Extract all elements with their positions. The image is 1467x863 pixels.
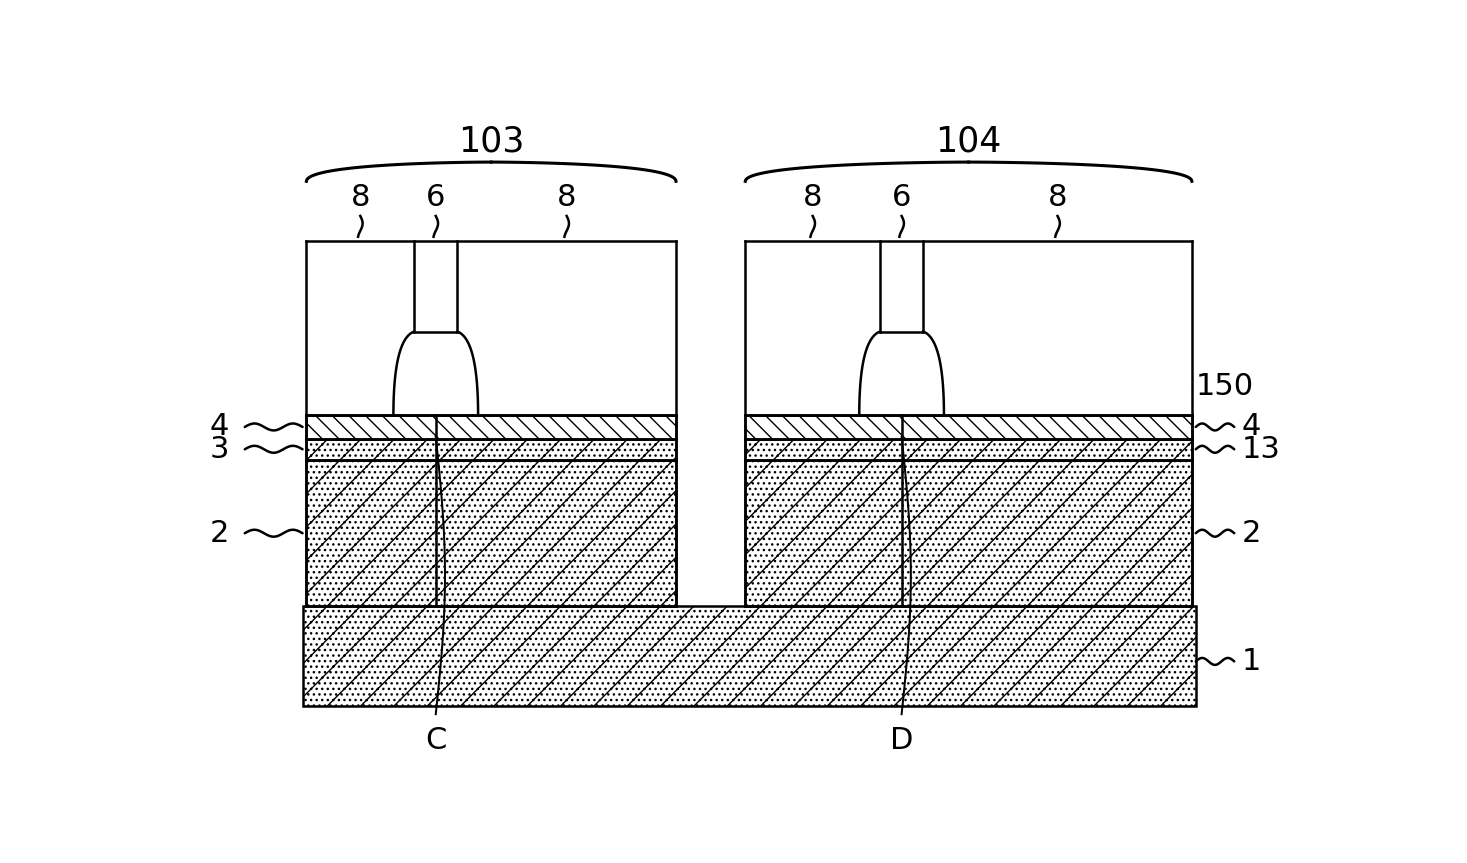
Text: 2: 2 (1243, 519, 1262, 548)
Text: 1: 1 (1243, 647, 1262, 676)
Text: 8: 8 (1047, 183, 1068, 212)
Bar (745, 438, 1191, 460)
Polygon shape (393, 241, 478, 415)
Text: 8: 8 (802, 183, 823, 212)
Text: 6: 6 (425, 183, 446, 212)
Polygon shape (307, 241, 414, 415)
Text: 13: 13 (1243, 435, 1281, 463)
Polygon shape (458, 241, 676, 415)
Text: D: D (890, 726, 914, 755)
Text: 6: 6 (892, 183, 911, 212)
Text: 8: 8 (557, 183, 577, 212)
Text: 3: 3 (210, 435, 229, 463)
Text: 104: 104 (936, 124, 1002, 158)
Bar (745, 460, 1191, 607)
Text: 4: 4 (210, 413, 229, 442)
Text: 103: 103 (458, 124, 524, 158)
Text: C: C (425, 726, 446, 755)
Text: 2: 2 (210, 519, 229, 548)
Polygon shape (745, 241, 880, 415)
Polygon shape (860, 241, 943, 415)
Text: 8: 8 (351, 183, 370, 212)
Polygon shape (923, 241, 1191, 415)
Text: 150: 150 (1196, 373, 1254, 401)
Bar (745, 415, 1191, 438)
Bar (307, 460, 676, 607)
Bar (302, 607, 1196, 707)
Bar (307, 438, 676, 460)
Text: 4: 4 (1243, 413, 1262, 442)
Bar (307, 415, 676, 438)
